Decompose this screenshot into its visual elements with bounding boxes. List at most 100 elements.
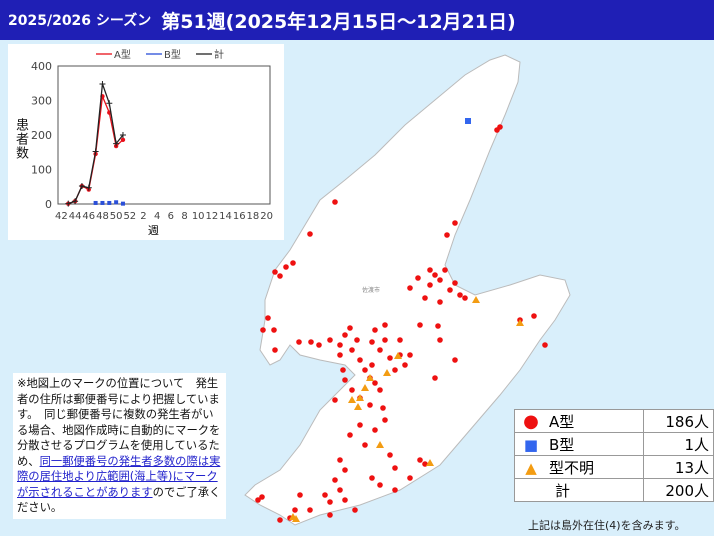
point-a (120, 137, 126, 143)
case-marker-a (369, 475, 375, 481)
case-marker-a (354, 337, 360, 343)
case-marker-a (332, 397, 338, 403)
note-text: ※地図上のマークの位置について 発生者の住所は郵便番号により把握しています。 同… (17, 377, 221, 468)
case-marker-a (444, 232, 450, 238)
x-tick-label: 20 (260, 211, 273, 222)
point-total (72, 198, 79, 205)
place-label: 佐渡市 (362, 286, 380, 294)
case-marker-a (272, 269, 278, 275)
x-tick-label: 46 (82, 211, 95, 222)
point-total (119, 132, 126, 138)
x-tick-label: 2 (140, 211, 146, 222)
case-marker-a (369, 362, 375, 368)
case-marker-a (271, 327, 277, 333)
case-marker-unknown (376, 441, 384, 448)
case-marker-a (382, 417, 388, 423)
point-total (99, 80, 106, 87)
legend-row-a: ● A型 186人 (514, 409, 714, 433)
case-marker-a (435, 323, 441, 329)
case-marker-a (432, 375, 438, 381)
case-marker-a (292, 507, 298, 513)
case-marker-a (387, 355, 393, 361)
case-marker-a (340, 367, 346, 373)
y-tick-label: 300 (31, 95, 52, 108)
x-tick-label: 50 (110, 211, 123, 222)
case-marker-a (283, 264, 289, 270)
case-marker-a (277, 517, 283, 523)
case-marker-a (437, 277, 443, 283)
case-marker-a (437, 337, 443, 343)
header-bar: 2025/2026 シーズン 第51週(2025年12月15日～12月21日) (0, 0, 714, 40)
blue-square-icon: ■ (523, 435, 539, 454)
case-marker-a (452, 357, 458, 363)
case-marker-a (349, 387, 355, 393)
case-marker-a (272, 347, 278, 353)
map-note: ※地図上のマークの位置について 発生者の住所は郵便番号により把握しています。 同… (13, 373, 226, 519)
case-marker-a (260, 327, 266, 333)
x-tick-label: 48 (96, 211, 109, 222)
case-marker-a (417, 457, 423, 463)
case-marker-a (407, 352, 413, 358)
case-marker-a (392, 367, 398, 373)
case-marker-a (387, 452, 393, 458)
point-total (65, 200, 72, 207)
case-marker-a (377, 482, 383, 488)
legend-label: B型 (164, 48, 181, 61)
case-marker-a (337, 342, 343, 348)
case-marker-a (308, 339, 314, 345)
y-tick-label: 400 (31, 60, 52, 73)
case-marker-a (427, 267, 433, 273)
case-marker-unknown (472, 296, 480, 303)
legend-row-total: 計 200人 (514, 478, 714, 502)
case-marker-a (542, 342, 548, 348)
case-marker-a (402, 362, 408, 368)
note-link[interactable]: 同一郵便番号の発生者多数の際は実際の居住地より広範囲(海上等)にマークが示される… (17, 454, 221, 499)
case-marker-a (392, 465, 398, 471)
case-marker-a (417, 322, 423, 328)
x-tick-label: 12 (206, 211, 219, 222)
case-marker-a (447, 287, 453, 293)
case-marker-a (332, 199, 338, 205)
case-marker-a (307, 231, 313, 237)
case-marker-a (415, 275, 421, 281)
case-marker-a (342, 467, 348, 473)
point-total (92, 148, 99, 155)
x-tick-label: 10 (192, 211, 205, 222)
point-b (100, 200, 105, 205)
x-tick-label: 6 (168, 211, 174, 222)
case-marker-a (327, 499, 333, 505)
case-markers (255, 118, 548, 523)
case-marker-a (347, 325, 353, 331)
case-marker-a (380, 405, 386, 411)
case-marker-a (255, 497, 261, 503)
case-marker-a (437, 299, 443, 305)
case-marker-a (382, 322, 388, 328)
case-marker-unknown (354, 403, 362, 410)
point-b (93, 200, 98, 205)
point-total (113, 140, 120, 147)
case-marker-a (367, 402, 373, 408)
legend-label: A型 (114, 48, 131, 61)
case-marker-a (327, 512, 333, 518)
case-marker-a (397, 337, 403, 343)
case-marker-a (342, 377, 348, 383)
island-shape (244, 54, 571, 526)
case-marker-a (290, 260, 296, 266)
point-total (106, 100, 113, 107)
y-tick-label: 100 (31, 164, 52, 177)
case-marker-unknown (348, 396, 356, 403)
case-marker-a (357, 357, 363, 363)
y-tick-label: 0 (45, 198, 52, 211)
case-marker-a (327, 337, 333, 343)
case-marker-a (362, 442, 368, 448)
case-marker-unknown (383, 369, 391, 376)
case-marker-a (259, 494, 265, 500)
x-tick-label: 44 (69, 211, 82, 222)
case-marker-a (377, 387, 383, 393)
point-b (120, 201, 125, 206)
case-marker-a (407, 475, 413, 481)
case-marker-a (427, 282, 433, 288)
case-marker-unknown (394, 352, 402, 359)
case-marker-a (322, 492, 328, 498)
